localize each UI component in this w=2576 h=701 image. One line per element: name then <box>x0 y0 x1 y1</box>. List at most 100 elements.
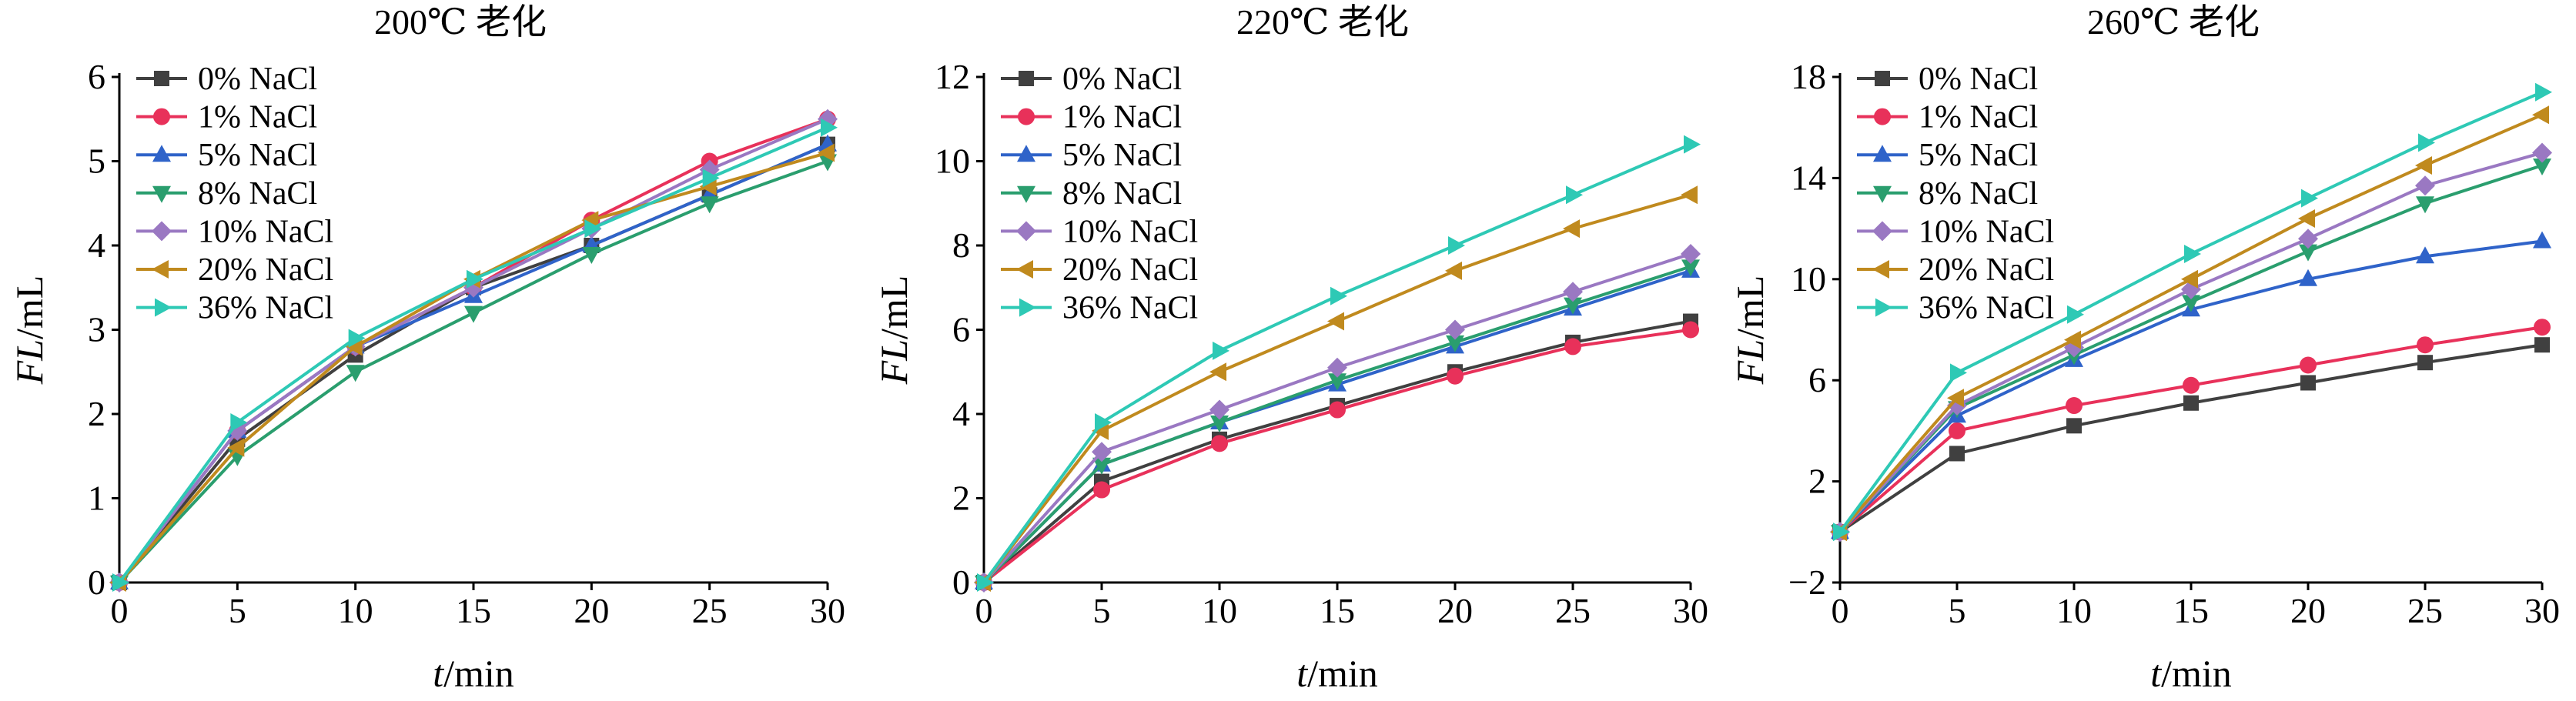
legend-marker <box>1016 260 1033 279</box>
y-tick-label: 8 <box>952 225 970 265</box>
series-20-nacl <box>1830 105 2549 542</box>
legend-item: 36% NaCl <box>1001 291 1198 326</box>
y-tick-label: 4 <box>952 394 970 433</box>
data-point <box>2300 356 2317 374</box>
legend-marker <box>1017 185 1035 203</box>
x-tick-label: 15 <box>456 591 491 630</box>
data-point <box>1564 297 1582 315</box>
y-tick-label: 6 <box>88 57 105 96</box>
y-axis-unit: /mL <box>872 275 915 339</box>
legend-marker <box>1017 145 1035 162</box>
data-point <box>2299 244 2317 262</box>
x-tick-label: 30 <box>1673 591 1708 630</box>
legend-item: 8% NaCl <box>1001 176 1182 212</box>
data-point <box>464 305 483 323</box>
data-point <box>584 219 602 239</box>
y-axis-unit: /mL <box>1728 275 1771 339</box>
data-point <box>2415 155 2432 175</box>
legend-label: 36% NaCl <box>198 291 333 326</box>
x-tick-label: 25 <box>2407 591 2443 630</box>
legend-item: 8% NaCl <box>136 176 317 212</box>
x-axis-title: t/min <box>1296 652 1378 695</box>
data-point <box>2298 229 2318 249</box>
data-point <box>1949 446 1965 462</box>
legend-marker <box>1872 260 1889 279</box>
data-point <box>1445 319 1465 340</box>
legend-marker <box>152 221 172 242</box>
data-point <box>2299 269 2317 286</box>
data-point <box>1950 363 1967 382</box>
data-point <box>700 196 719 214</box>
x-axis-unit: /min <box>443 652 514 695</box>
panel-title: 200℃ 老化 <box>374 2 547 42</box>
chart-260c-aging: 260℃ 老化 0 5 10 15 20 25 30 −2 2 6 10 14 18 t/min FL/mL 0… <box>1728 2 2560 695</box>
legend-label: 36% NaCl <box>1062 291 1198 326</box>
legend-marker <box>153 108 170 125</box>
data-point <box>2416 196 2434 214</box>
legend-marker <box>1875 71 1890 86</box>
data-point <box>1209 399 1229 420</box>
legend-marker <box>152 260 169 279</box>
series-20-nacl <box>974 185 1698 592</box>
data-point <box>2298 209 2315 228</box>
data-point <box>1445 261 1462 280</box>
y-axis-variable: FL <box>1728 339 1771 385</box>
data-point <box>2067 305 2084 324</box>
series-36-nacl <box>1833 82 2552 542</box>
legend-label: 20% NaCl <box>198 252 333 288</box>
legend-marker <box>1019 71 1034 86</box>
y-tick-label: 5 <box>88 142 105 181</box>
data-point <box>1092 457 1111 475</box>
y-axis-title: FL/mL <box>872 275 915 386</box>
series-0-nacl <box>1832 337 2550 540</box>
x-tick-label: 0 <box>975 591 993 630</box>
data-point <box>2182 295 2200 312</box>
legend-marker <box>152 145 171 162</box>
legend-marker <box>152 185 171 203</box>
data-point <box>230 412 248 432</box>
series-36-nacl <box>977 135 1701 592</box>
legend-item: 0% NaCl <box>136 62 317 97</box>
legend-label: 1% NaCl <box>1919 100 2038 135</box>
legend-label: 10% NaCl <box>1919 214 2054 249</box>
y-tick-label: 6 <box>1808 360 1826 399</box>
data-point <box>2417 355 2433 371</box>
data-point <box>2416 246 2434 264</box>
data-point <box>2300 375 2316 391</box>
y-tick-label: 4 <box>88 225 105 265</box>
data-point <box>1093 481 1110 499</box>
data-point <box>2415 175 2435 196</box>
legend-marker <box>1874 108 1891 125</box>
data-point <box>1211 435 1228 452</box>
data-point <box>977 573 994 592</box>
data-point <box>346 365 365 382</box>
x-axis-variable: t <box>2150 652 2162 695</box>
x-tick-label: 20 <box>2290 591 2326 630</box>
y-tick-label: 10 <box>935 142 970 181</box>
legend-marker <box>1019 298 1036 317</box>
legend-item: 1% NaCl <box>1001 100 1182 135</box>
x-axis-variable: t <box>1296 652 1308 695</box>
legend-marker <box>1873 145 1892 162</box>
legend-item: 1% NaCl <box>1857 100 2038 135</box>
data-point <box>1681 185 1698 205</box>
data-point <box>1681 259 1700 277</box>
data-point <box>1564 338 1581 356</box>
x-tick-label: 15 <box>2173 591 2209 630</box>
y-tick-label: 0 <box>88 562 105 602</box>
data-point <box>227 438 245 457</box>
x-axis-unit: /min <box>1307 652 1378 695</box>
legend-label: 20% NaCl <box>1062 252 1198 288</box>
legend-label: 10% NaCl <box>1062 214 1198 249</box>
legend-item: 1% NaCl <box>136 100 317 135</box>
x-tick-label: 30 <box>810 591 845 630</box>
data-point <box>2417 336 2434 354</box>
chart-220c-aging: 220℃ 老化 0 5 10 15 20 25 30 0 2 4 6 8 10 12 t/min FL/mL 0%… <box>872 2 1708 695</box>
legend-item: 8% NaCl <box>1857 176 2038 212</box>
y-tick-label: 2 <box>952 479 970 518</box>
legend-label: 8% NaCl <box>1919 176 2038 212</box>
data-point <box>1682 321 1699 339</box>
x-tick-label: 10 <box>1202 591 1237 630</box>
data-point <box>2532 105 2549 125</box>
